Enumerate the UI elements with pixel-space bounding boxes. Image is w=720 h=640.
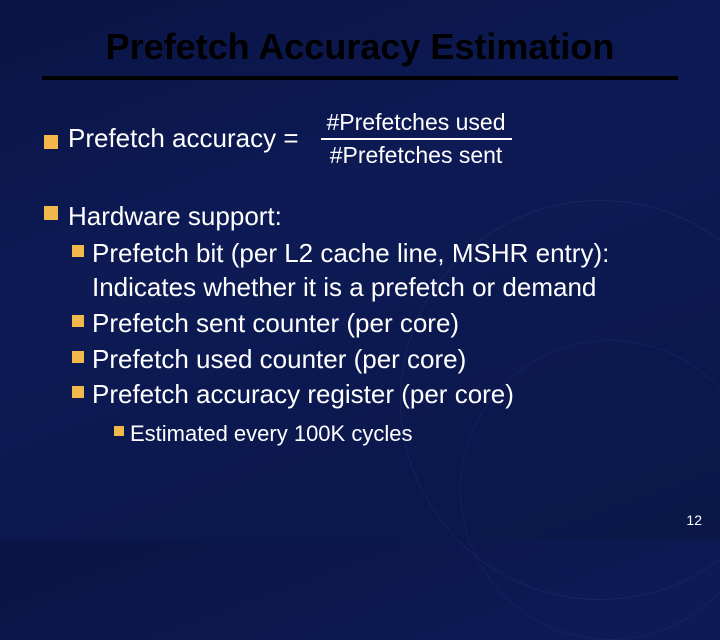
slide-content: Prefetch accuracy = #Prefetches used #Pr… bbox=[0, 108, 720, 449]
fraction-numerator: #Prefetches used bbox=[321, 108, 512, 138]
list-item-text: Prefetch used counter (per core) bbox=[92, 343, 466, 377]
bullet-icon bbox=[44, 206, 58, 220]
bullet-icon bbox=[44, 135, 58, 149]
hardware-header: Hardware support: bbox=[68, 200, 282, 234]
title-underline bbox=[42, 76, 678, 80]
equation-lhs: Prefetch accuracy = bbox=[68, 123, 299, 154]
list-item: Prefetch bit (per L2 cache line, MSHR en… bbox=[72, 237, 676, 305]
list-item: Estimated every 100K cycles bbox=[114, 420, 676, 449]
hardware-sublist: Prefetch bit (per L2 cache line, MSHR en… bbox=[72, 237, 676, 412]
bullet-icon bbox=[114, 426, 124, 436]
note-text: Estimated every 100K cycles bbox=[130, 420, 412, 449]
bullet-icon bbox=[72, 315, 84, 327]
bullet-icon bbox=[72, 351, 84, 363]
list-item-text: Prefetch bit (per L2 cache line, MSHR en… bbox=[92, 237, 676, 305]
list-item: Prefetch used counter (per core) bbox=[72, 343, 676, 377]
fraction: #Prefetches used #Prefetches sent bbox=[321, 108, 512, 170]
slide-title: Prefetch Accuracy Estimation bbox=[0, 0, 720, 76]
list-item: Prefetch sent counter (per core) bbox=[72, 307, 676, 341]
list-item-text: Prefetch accuracy register (per core) bbox=[92, 378, 514, 412]
hardware-note-list: Estimated every 100K cycles bbox=[114, 420, 676, 449]
accuracy-equation-row: Prefetch accuracy = #Prefetches used #Pr… bbox=[44, 108, 676, 170]
hardware-section: Hardware support: Prefetch bit (per L2 c… bbox=[44, 200, 676, 449]
fraction-denominator: #Prefetches sent bbox=[324, 140, 509, 170]
page-number: 12 bbox=[686, 512, 702, 528]
list-item: Prefetch accuracy register (per core) bbox=[72, 378, 676, 412]
bullet-icon bbox=[72, 245, 84, 257]
bullet-icon bbox=[72, 386, 84, 398]
list-item-text: Prefetch sent counter (per core) bbox=[92, 307, 459, 341]
hardware-header-row: Hardware support: bbox=[44, 200, 676, 234]
